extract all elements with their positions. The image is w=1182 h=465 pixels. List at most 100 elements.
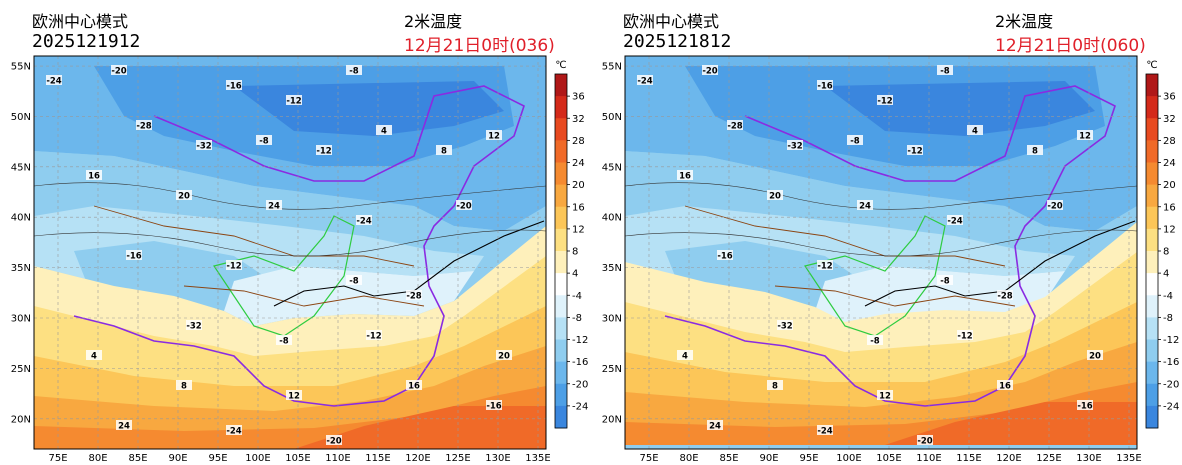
- svg-text:-24: -24: [46, 77, 61, 87]
- colorbar-tick: 28: [572, 136, 585, 147]
- svg-text:24: 24: [709, 422, 721, 432]
- contour-label: -12: [957, 330, 973, 342]
- lon-label: 105E: [285, 453, 310, 464]
- colorbar-swatch: [555, 228, 567, 252]
- temperature-zone: [815, 266, 1065, 326]
- svg-text:-28: -28: [406, 292, 421, 302]
- svg-text:-24: -24: [817, 427, 832, 437]
- lat-label: 25N: [11, 364, 31, 375]
- lat-label: 45N: [602, 162, 622, 173]
- colorbar-swatch: [555, 405, 567, 429]
- colorbar-swatch: [1146, 273, 1158, 296]
- colorbar-swatch: [555, 251, 567, 274]
- colorbar-swatch: [1146, 206, 1158, 230]
- svg-text:-28: -28: [727, 122, 742, 132]
- svg-text:-12: -12: [286, 97, 301, 107]
- lat-label: 35N: [11, 263, 31, 274]
- contour-label: 16: [86, 170, 102, 182]
- temperature-zone: [625, 151, 1137, 256]
- contour-label: -24: [817, 425, 833, 437]
- contour-label: -12: [817, 260, 833, 272]
- colorbar-swatch: [1146, 118, 1158, 141]
- init-time: 2025121912: [32, 31, 141, 52]
- svg-text:-20: -20: [917, 437, 932, 447]
- map-area: 75E 80E 85E 90E 95E 100E 105E 110E 115E 120E 125E 1…: [602, 55, 1142, 464]
- lat-label: 25N: [602, 364, 622, 375]
- contour-label: -24: [46, 75, 62, 87]
- svg-text:-8: -8: [349, 67, 359, 77]
- lon-label: 85E: [128, 453, 147, 464]
- colorbar-swatch: [555, 96, 567, 119]
- svg-text:20: 20: [498, 352, 510, 362]
- colorbar-swatch: [555, 383, 567, 407]
- contour-label: -16: [717, 250, 733, 262]
- lon-label: 95E: [799, 453, 818, 464]
- temperature-map: 75E 80E 85E 90E 95E 100E 105E 110E 115E 120E 125E 1…: [11, 55, 588, 464]
- boundary-line: [684, 205, 1016, 307]
- contour-label: -20: [917, 435, 933, 447]
- svg-text:-12: -12: [957, 332, 972, 342]
- colorbar-tick: 4: [1163, 269, 1169, 280]
- svg-text:20: 20: [769, 192, 781, 202]
- svg-text:16: 16: [408, 382, 420, 392]
- contour-label: -20: [326, 435, 342, 447]
- colorbar-swatch: [1146, 251, 1158, 274]
- model-title: 欧洲中心模式: [623, 12, 720, 31]
- contour-label: -20: [702, 65, 718, 77]
- lat-label: 40N: [11, 213, 31, 224]
- lat-label: 30N: [11, 314, 31, 325]
- contour-label: -28: [406, 290, 422, 302]
- colorbar-swatch: [1146, 162, 1158, 186]
- colorbar-tick: -24: [572, 401, 588, 412]
- contour-label: -16: [817, 80, 833, 92]
- temperature-zone: [224, 266, 474, 326]
- lon-label: 135E: [525, 453, 550, 464]
- svg-text:-8: -8: [259, 137, 269, 147]
- svg-text:12: 12: [1079, 132, 1091, 142]
- colorbar-tick: -4: [1163, 291, 1173, 302]
- boundary-line: [73, 85, 525, 407]
- svg-text:-24: -24: [226, 427, 241, 437]
- contour-label: -8: [937, 65, 953, 77]
- svg-text:-8: -8: [940, 277, 950, 287]
- temperature-zone: [294, 406, 546, 449]
- svg-text:-12: -12: [817, 262, 832, 272]
- colorbar-tick: -8: [572, 313, 582, 324]
- svg-text:-8: -8: [870, 337, 880, 347]
- colorbar-swatch: [555, 118, 567, 141]
- variable-title: 2米温度: [995, 12, 1054, 31]
- contour-label: -28: [997, 290, 1013, 302]
- colorbar-tick: -24: [1163, 401, 1179, 412]
- svg-text:-8: -8: [940, 67, 950, 77]
- svg-text:24: 24: [118, 422, 130, 432]
- colorbar-tick: 4: [572, 269, 578, 280]
- colorbar-tick: 16: [1163, 202, 1176, 213]
- colorbar-swatch: [1146, 317, 1158, 340]
- contour-label: 12: [877, 390, 893, 402]
- contour-label: -24: [226, 425, 242, 437]
- lon-label: 100E: [245, 453, 270, 464]
- lon-label: 95E: [208, 453, 227, 464]
- contour-label: 20: [176, 190, 192, 202]
- contour-label: 16: [677, 170, 693, 182]
- svg-text:16: 16: [679, 172, 691, 182]
- init-time: 2025121812: [623, 31, 732, 52]
- colorbar-tick: 12: [1163, 224, 1176, 235]
- svg-text:-32: -32: [777, 322, 792, 332]
- lon-label: 120E: [405, 453, 430, 464]
- contour-label: -12: [907, 145, 923, 157]
- contour-label: -28: [727, 120, 743, 132]
- colorbar-swatch: [555, 273, 567, 296]
- colorbar-swatch: [555, 140, 567, 163]
- svg-text:-20: -20: [1047, 202, 1062, 212]
- colorbar-swatch: [1146, 295, 1158, 318]
- boundary-line: [93, 205, 425, 307]
- contour-label: -12: [316, 145, 332, 157]
- contour-label: 8: [767, 380, 783, 392]
- colorbar-tick: -12: [1163, 335, 1179, 346]
- colorbar-swatch: [1146, 96, 1158, 119]
- boundary-line: [804, 215, 946, 337]
- lon-label: 125E: [1036, 453, 1061, 464]
- svg-text:-32: -32: [186, 322, 201, 332]
- colorbar-tick: -8: [1163, 313, 1173, 324]
